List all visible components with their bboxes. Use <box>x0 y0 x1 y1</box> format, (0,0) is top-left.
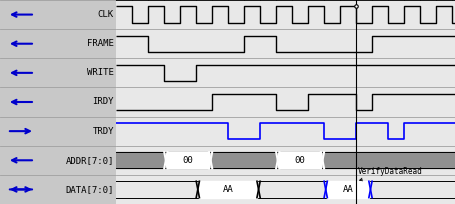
Text: WRITE: WRITE <box>87 68 114 77</box>
Text: CLK: CLK <box>98 10 114 19</box>
Text: AA: AA <box>222 185 233 194</box>
Text: DATA[7:0]: DATA[7:0] <box>66 185 114 194</box>
Text: 00: 00 <box>294 156 305 165</box>
Text: IRDY: IRDY <box>92 98 114 106</box>
Text: AA: AA <box>342 185 353 194</box>
Text: 00: 00 <box>182 156 193 165</box>
Text: VerifyDataRead: VerifyDataRead <box>357 167 422 181</box>
Text: ADDR[7:0]: ADDR[7:0] <box>66 156 114 165</box>
Text: TRDY: TRDY <box>92 127 114 136</box>
Text: FRAME: FRAME <box>87 39 114 48</box>
